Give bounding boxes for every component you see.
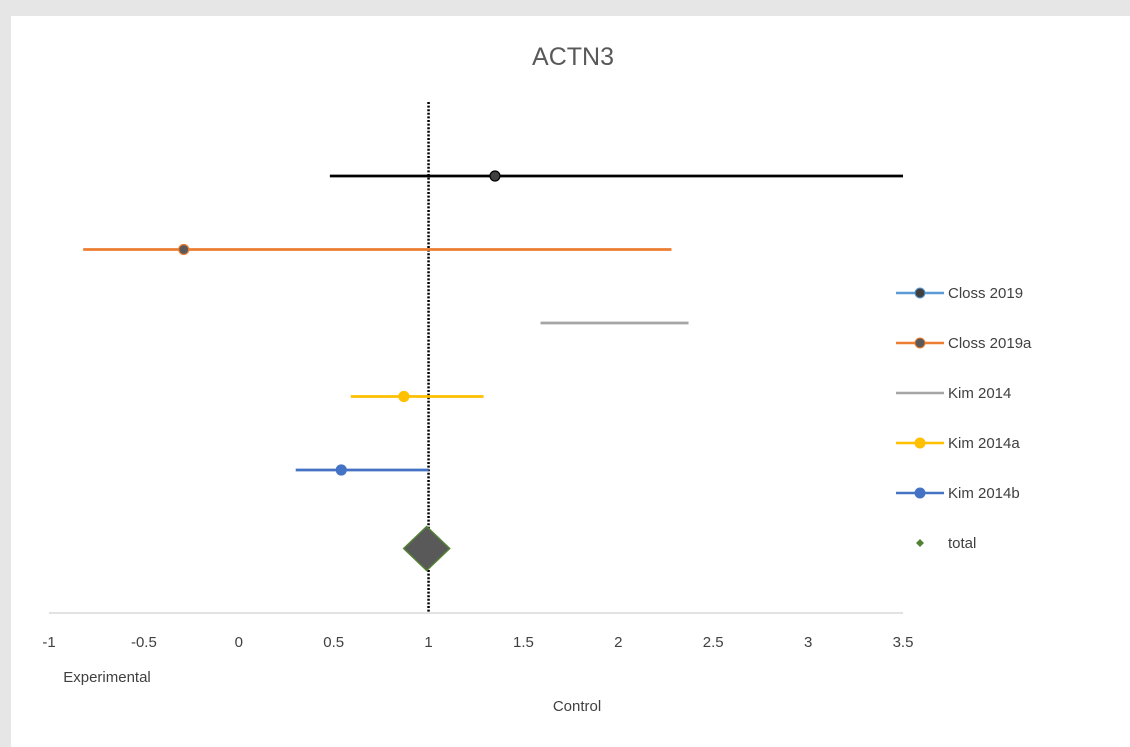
chart-title: ACTN3 [532, 43, 614, 71]
legend-marker [914, 437, 926, 449]
x-tick-label: 0 [235, 634, 243, 651]
point-marker [489, 170, 501, 182]
legend-label: Kim 2014b [948, 485, 1020, 502]
x-tick-label: 2 [614, 634, 622, 651]
x-tick-label: -1 [42, 634, 55, 651]
total-diamond [402, 525, 451, 572]
x-tick-label: 2.5 [703, 634, 724, 651]
legend-label: Kim 2014a [948, 435, 1020, 452]
legend-marker [914, 287, 926, 299]
legend-marker [914, 487, 926, 499]
legend-label: Kim 2014 [948, 385, 1011, 402]
x-tick-label: 0.5 [323, 634, 344, 651]
x-tick-label: 1.5 [513, 634, 534, 651]
legend-label: Closs 2019a [948, 335, 1032, 352]
x-label-experimental: Experimental [63, 669, 151, 686]
legend-label: total [948, 535, 976, 552]
point-marker [178, 243, 190, 256]
point-marker [398, 390, 410, 403]
legend-marker [914, 337, 926, 349]
forest-plot: ACTN3 -1 -0.5 0 0.5 1 1.5 2 2.5 3 3.5 Experimental C… [42, 43, 1032, 715]
legend-label: Closs 2019 [948, 285, 1023, 302]
x-tick-label: 3 [804, 634, 812, 651]
chart-area: ACTN3 -1 -0.5 0 0.5 1 1.5 2 2.5 3 3.5 Experimental C… [11, 16, 1130, 747]
x-tick-label: -0.5 [131, 634, 157, 651]
x-tick-label: 3.5 [893, 634, 914, 651]
x-label-control: Control [553, 698, 601, 715]
point-marker [335, 464, 347, 476]
legend-marker [916, 539, 924, 547]
x-tick-label: 1 [424, 634, 432, 651]
